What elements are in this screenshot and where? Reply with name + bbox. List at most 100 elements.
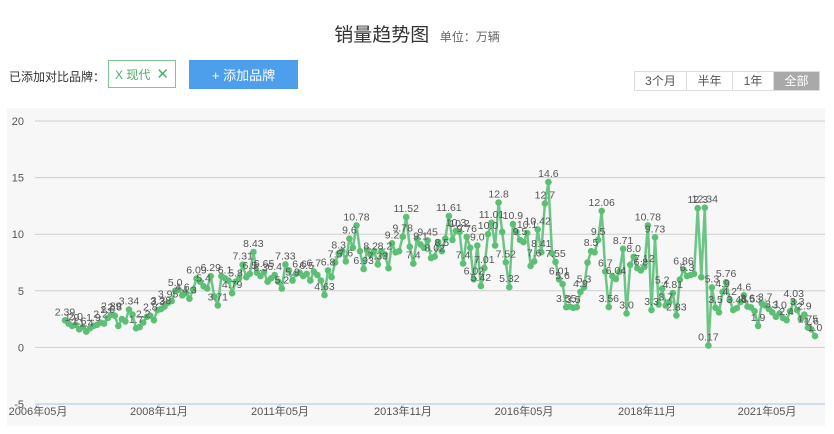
y-tick-label: -5 (14, 399, 24, 411)
data-label: 6.86 (673, 256, 694, 268)
data-point (797, 315, 805, 323)
close-icon[interactable]: ✕ (156, 65, 169, 83)
data-label: 8.3 (331, 239, 346, 251)
data-label: 8.2 (378, 241, 393, 253)
data-point (698, 273, 705, 281)
data-label: 9.1 (413, 230, 428, 242)
data-label: 3.7 (658, 292, 673, 304)
data-point (466, 244, 474, 252)
data-point (410, 260, 417, 267)
data-label: 5.3 (577, 273, 592, 285)
data-point (811, 332, 819, 340)
data-label: 7.5 (328, 249, 343, 261)
data-point (555, 276, 563, 283)
y-tick-label: 0 (18, 342, 24, 354)
data-point (431, 253, 439, 260)
range-3-months[interactable]: 3个月 (635, 72, 687, 90)
data-label: 7.4 (456, 250, 471, 262)
data-point (370, 247, 378, 255)
data-label: 4.9 (715, 278, 730, 290)
data-point (381, 251, 389, 258)
data-point (275, 278, 282, 285)
chart-header: 销量趋势图 单位：万辆 (0, 20, 834, 47)
data-label: 7.31 (232, 251, 253, 263)
range-1-year[interactable]: 1年 (733, 72, 774, 90)
add-brand-button[interactable]: + 添加品牌 (189, 60, 298, 89)
data-point (331, 259, 339, 266)
data-point (552, 258, 559, 266)
data-label: 1.6 (72, 315, 87, 327)
data-point (790, 298, 797, 306)
data-point (207, 272, 214, 280)
data-point (523, 229, 531, 237)
data-label: 9.5 (591, 226, 606, 238)
data-point (442, 235, 449, 242)
brand-chip-hyundai[interactable]: X 现代 ✕ (108, 60, 176, 88)
data-label: 10.2 (449, 218, 470, 230)
data-label: 7.4 (406, 250, 421, 262)
data-point (346, 235, 353, 242)
data-label: 6.5 (242, 260, 257, 272)
data-label: 2.8 (143, 302, 158, 314)
data-point (385, 264, 392, 272)
data-point (506, 283, 513, 291)
y-tick-label: 5 (18, 286, 24, 298)
data-point (182, 289, 190, 297)
data-point (598, 207, 605, 215)
data-label: 1.9 (86, 312, 101, 324)
data-point (513, 228, 520, 236)
data-point (420, 244, 428, 252)
data-label: 9.73 (645, 223, 666, 235)
data-label: 5.2 (655, 275, 670, 287)
data-label: 4.3 (182, 285, 197, 297)
data-label: 8.0 (626, 243, 641, 255)
data-label: 9.5 (513, 226, 528, 238)
data-point (612, 275, 620, 283)
data-point (203, 285, 211, 292)
y-tick-label: 15 (12, 173, 24, 185)
data-label: 8.41 (531, 238, 552, 250)
data-label: 5.8 (228, 268, 243, 280)
data-point (680, 266, 687, 273)
y-tick-label: 10 (12, 229, 24, 241)
data-point (484, 230, 492, 238)
data-point (776, 310, 783, 317)
data-point (666, 298, 673, 306)
data-label: 5.0 (168, 277, 183, 289)
data-point (573, 303, 581, 311)
data-point (705, 342, 712, 349)
data-point (282, 261, 289, 268)
data-label: 6.7 (598, 258, 613, 270)
data-point (641, 263, 648, 271)
data-point (438, 247, 446, 255)
data-point (694, 204, 701, 212)
data-point (225, 277, 232, 284)
data-label: 2.8 (107, 302, 122, 314)
data-label: 8.02 (424, 243, 445, 255)
data-point (303, 270, 311, 278)
data-label: 3.5 (708, 294, 723, 306)
data-label: 3.56 (599, 293, 620, 305)
data-label: 1.4 (79, 318, 94, 330)
data-label: 9.6 (342, 225, 357, 237)
data-point (470, 276, 478, 283)
data-point (342, 258, 350, 265)
x-tick-label: 2013年11月 (374, 404, 432, 418)
data-point (616, 268, 623, 275)
data-point (456, 228, 463, 236)
data-point (669, 289, 677, 297)
data-point (356, 247, 364, 255)
data-label: 6.04 (606, 265, 627, 277)
range-all[interactable]: 全部 (774, 72, 819, 90)
data-point (111, 312, 119, 319)
data-point (520, 238, 527, 246)
data-point (424, 237, 431, 244)
data-point (591, 249, 598, 256)
data-label: 3.0 (619, 299, 634, 311)
range-half-year[interactable]: 半年 (687, 72, 733, 90)
data-point (307, 277, 314, 284)
data-point (733, 304, 741, 312)
data-point (147, 312, 154, 319)
data-point (402, 213, 410, 221)
